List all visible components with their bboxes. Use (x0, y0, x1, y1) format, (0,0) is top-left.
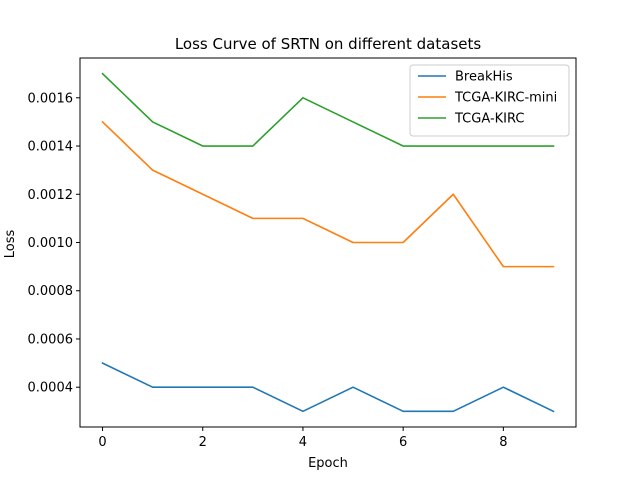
y-tick-label: 0.0004 (28, 381, 74, 396)
series-line-1 (101, 120, 555, 268)
y-tick-label: 0.0016 (28, 91, 74, 106)
legend-label-2: TCGA-KIRC (454, 112, 524, 127)
x-tick-label: 2 (199, 435, 207, 450)
y-tick-label: 0.0010 (28, 236, 74, 251)
y-axis-ticks: 0.0004 0.0006 0.0008 0.0010 0.0012 0.0014 0.00… (28, 91, 80, 396)
y-tick-label: 0.0006 (28, 332, 74, 347)
series-line-2 (101, 72, 555, 147)
chart-title: Loss Curve of SRTN on different datasets (175, 35, 482, 53)
x-tick-label: 0 (98, 435, 106, 450)
x-tick-label: 8 (499, 435, 507, 450)
legend-label-1: TCGA-KIRC-mini (454, 91, 557, 106)
y-tick-label: 0.0014 (28, 140, 74, 155)
x-tick-label: 6 (399, 435, 407, 450)
x-tick-label: 4 (299, 435, 307, 450)
y-tick-label: 0.0012 (28, 188, 74, 203)
legend-box (409, 64, 570, 137)
series-line-0 (101, 362, 555, 413)
x-axis-label: Epoch (308, 456, 348, 471)
legend: BreakHis TCGA-KIRC-mini TCGA-KIRC (409, 64, 570, 137)
x-axis-ticks: 0 2 4 6 8 (98, 427, 507, 450)
legend-label-0: BreakHis (455, 70, 513, 85)
y-tick-label: 0.0008 (28, 284, 74, 299)
y-axis-label: Loss (3, 230, 18, 259)
